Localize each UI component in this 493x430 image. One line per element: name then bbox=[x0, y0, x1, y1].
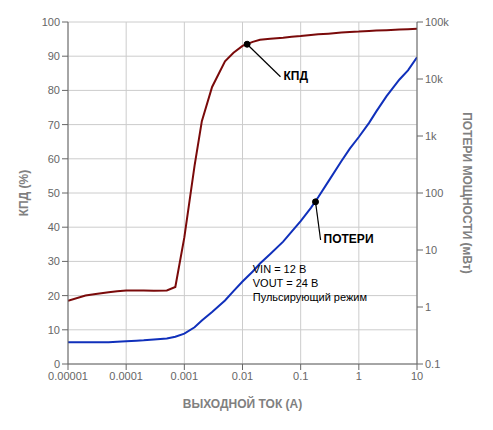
svg-text:10: 10 bbox=[48, 324, 60, 336]
svg-text:10: 10 bbox=[411, 370, 423, 382]
svg-text:0.01: 0.01 bbox=[232, 370, 253, 382]
svg-text:0.1: 0.1 bbox=[425, 358, 440, 370]
svg-text:70: 70 bbox=[48, 119, 60, 131]
svg-text:ПОТЕРИ МОЩНОСТИ (мВт): ПОТЕРИ МОЩНОСТИ (мВт) bbox=[460, 112, 474, 274]
svg-text:100: 100 bbox=[425, 187, 443, 199]
svg-text:30: 30 bbox=[48, 255, 60, 267]
svg-text:50: 50 bbox=[48, 187, 60, 199]
svg-text:0: 0 bbox=[54, 358, 60, 370]
svg-text:VIN = 12 ВVOUT = 24 ВПульсирую: VIN = 12 ВVOUT = 24 ВПульсирующий режим bbox=[253, 263, 367, 303]
svg-text:20: 20 bbox=[48, 290, 60, 302]
svg-text:10k: 10k bbox=[425, 73, 443, 85]
svg-text:КПД: КПД bbox=[283, 69, 308, 83]
svg-text:ПОТЕРИ: ПОТЕРИ bbox=[324, 232, 374, 246]
svg-text:0.001: 0.001 bbox=[171, 370, 199, 382]
svg-text:0.00001: 0.00001 bbox=[48, 370, 88, 382]
svg-text:40: 40 bbox=[48, 221, 60, 233]
svg-text:100k: 100k bbox=[425, 16, 449, 28]
svg-text:80: 80 bbox=[48, 84, 60, 96]
svg-text:10: 10 bbox=[425, 244, 437, 256]
svg-text:100: 100 bbox=[42, 16, 60, 28]
svg-text:0.1: 0.1 bbox=[293, 370, 308, 382]
svg-text:КПД (%): КПД (%) bbox=[17, 170, 31, 217]
svg-text:ВЫХОДНОЙ ТОК (А): ВЫХОДНОЙ ТОК (А) bbox=[183, 396, 302, 411]
svg-text:1: 1 bbox=[425, 301, 431, 313]
svg-text:1k: 1k bbox=[425, 130, 437, 142]
svg-text:60: 60 bbox=[48, 153, 60, 165]
svg-text:90: 90 bbox=[48, 50, 60, 62]
svg-text:1: 1 bbox=[356, 370, 362, 382]
svg-text:0.0001: 0.0001 bbox=[109, 370, 143, 382]
